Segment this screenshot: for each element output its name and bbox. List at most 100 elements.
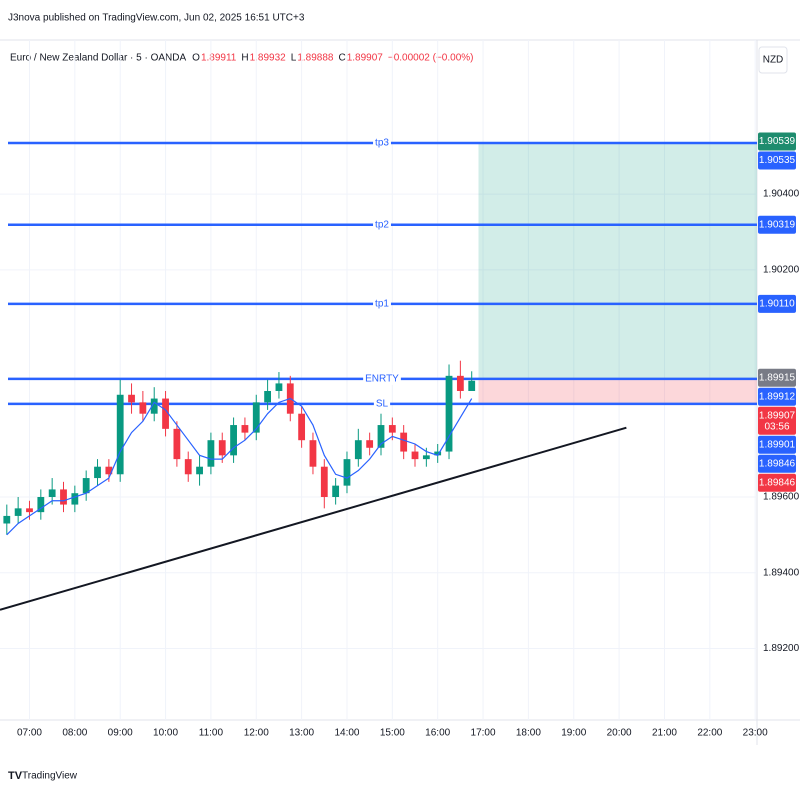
y-tick-label: 1.90200 <box>763 264 800 275</box>
price-badge <box>758 406 796 435</box>
y-tick-label: 1.90400 <box>763 189 800 200</box>
target-zone <box>478 142 757 379</box>
candle-body <box>94 466 101 479</box>
candle-body <box>456 375 464 391</box>
price-badge <box>758 132 796 151</box>
candle-body <box>343 459 351 486</box>
x-tick-label: 16:00 <box>425 728 450 739</box>
price-badge <box>758 151 796 170</box>
price-badge-label: 1.90319 <box>759 219 796 230</box>
level-label: tp3 <box>375 138 389 149</box>
candle-body <box>230 425 237 456</box>
x-tick-label: 19:00 <box>561 728 586 739</box>
candle-body <box>422 455 430 460</box>
change: −0.00002 (−0.00%) <box>388 53 474 64</box>
candle-body <box>298 413 306 441</box>
ohlc-key: C <box>338 53 345 64</box>
candle-body <box>26 508 33 513</box>
price-badge <box>758 294 796 313</box>
candle-body <box>196 466 203 475</box>
x-tick-label: 15:00 <box>380 728 405 739</box>
candle-body <box>411 451 419 460</box>
candle-body <box>3 515 11 524</box>
level-label-bg <box>373 297 391 310</box>
ohlc-value: 1.89932 <box>250 53 287 64</box>
y-tick-label: 1.89400 <box>763 567 800 578</box>
level-label-bg <box>373 218 391 231</box>
x-tick-label: 09:00 <box>108 728 133 739</box>
ohlc-key: L <box>291 53 297 64</box>
x-tick-label: 12:00 <box>244 728 269 739</box>
candle-body <box>162 398 169 429</box>
candle-body <box>241 425 249 433</box>
x-tick-label: 20:00 <box>607 728 632 739</box>
candle-body <box>252 402 260 433</box>
candle-body <box>14 508 22 516</box>
trend-line <box>0 426 627 611</box>
price-badge <box>758 435 796 454</box>
price-badge-label: 1.89846 <box>759 477 796 488</box>
candle-body <box>48 489 56 497</box>
candle-body <box>173 428 181 460</box>
currency[interactable]: NZD <box>763 55 784 66</box>
footer: TradingView <box>22 771 78 782</box>
candle-body <box>434 451 442 456</box>
candle-body <box>468 380 476 391</box>
candle-body <box>150 398 158 414</box>
price-badge-label: 1.89846 <box>759 458 796 469</box>
price-badge-label: 1.90110 <box>759 299 795 310</box>
moving-average <box>6 397 473 536</box>
level-label-bg <box>373 397 391 410</box>
candle-body <box>116 394 124 475</box>
x-tick-label: 13:00 <box>289 728 314 739</box>
candle-body <box>377 425 385 448</box>
level-label-bg <box>373 136 391 149</box>
symbol: Euro / New Zealand Dollar · 5 · OANDA <box>10 53 187 64</box>
candle-body <box>218 440 226 456</box>
level-label: tp1 <box>375 299 389 310</box>
x-tick-label: 07:00 <box>17 728 42 739</box>
ohlc-key: O <box>192 53 200 64</box>
x-tick-label: 21:00 <box>652 728 677 739</box>
x-tick-label: 23:00 <box>743 728 768 739</box>
price-badge-label: 1.89907 <box>759 410 796 421</box>
candle-body <box>105 466 113 475</box>
x-tick-label: 14:00 <box>334 728 359 739</box>
price-badge-label: 1.89915 <box>759 372 796 383</box>
candle-body <box>320 466 328 497</box>
header: J3nova published on TradingView.com, Jun… <box>8 13 305 24</box>
price-badge-label: 1.90539 <box>759 136 796 147</box>
x-tick-label: 17:00 <box>471 728 496 739</box>
level-label: SL <box>376 398 389 409</box>
stop-zone <box>478 378 757 404</box>
plot: tp3 tp2 tp1 ENRTY SL <box>0 40 757 720</box>
price-badge <box>758 473 796 492</box>
candle-body <box>354 440 362 460</box>
candle-body <box>445 375 453 452</box>
ohlc-value: 1.89888 <box>297 53 334 64</box>
candle-body <box>264 390 272 403</box>
logo: TV <box>8 770 23 782</box>
candle-body <box>139 402 147 414</box>
countdown: 03:56 <box>764 421 789 432</box>
level-label-bg <box>363 372 401 385</box>
candle-body <box>37 496 45 513</box>
ohlc-key: H <box>241 53 248 64</box>
candle-body <box>82 478 90 494</box>
candle-body <box>275 383 283 391</box>
currency-button[interactable] <box>758 46 788 74</box>
candle-body <box>207 440 215 467</box>
candle-body <box>128 394 135 403</box>
price-badge-label: 1.90535 <box>759 155 796 166</box>
price-badge <box>758 387 796 406</box>
y-tick-label: 1.89600 <box>763 492 800 503</box>
candle-body <box>71 493 79 505</box>
candle-body <box>332 485 340 497</box>
price-badge <box>758 454 796 473</box>
price-badge-label: 1.89912 <box>759 391 796 402</box>
x-tick-label: 08:00 <box>62 728 87 739</box>
candle-body <box>366 440 374 448</box>
x-tick-label: 18:00 <box>516 728 541 739</box>
candle-body <box>184 459 192 475</box>
